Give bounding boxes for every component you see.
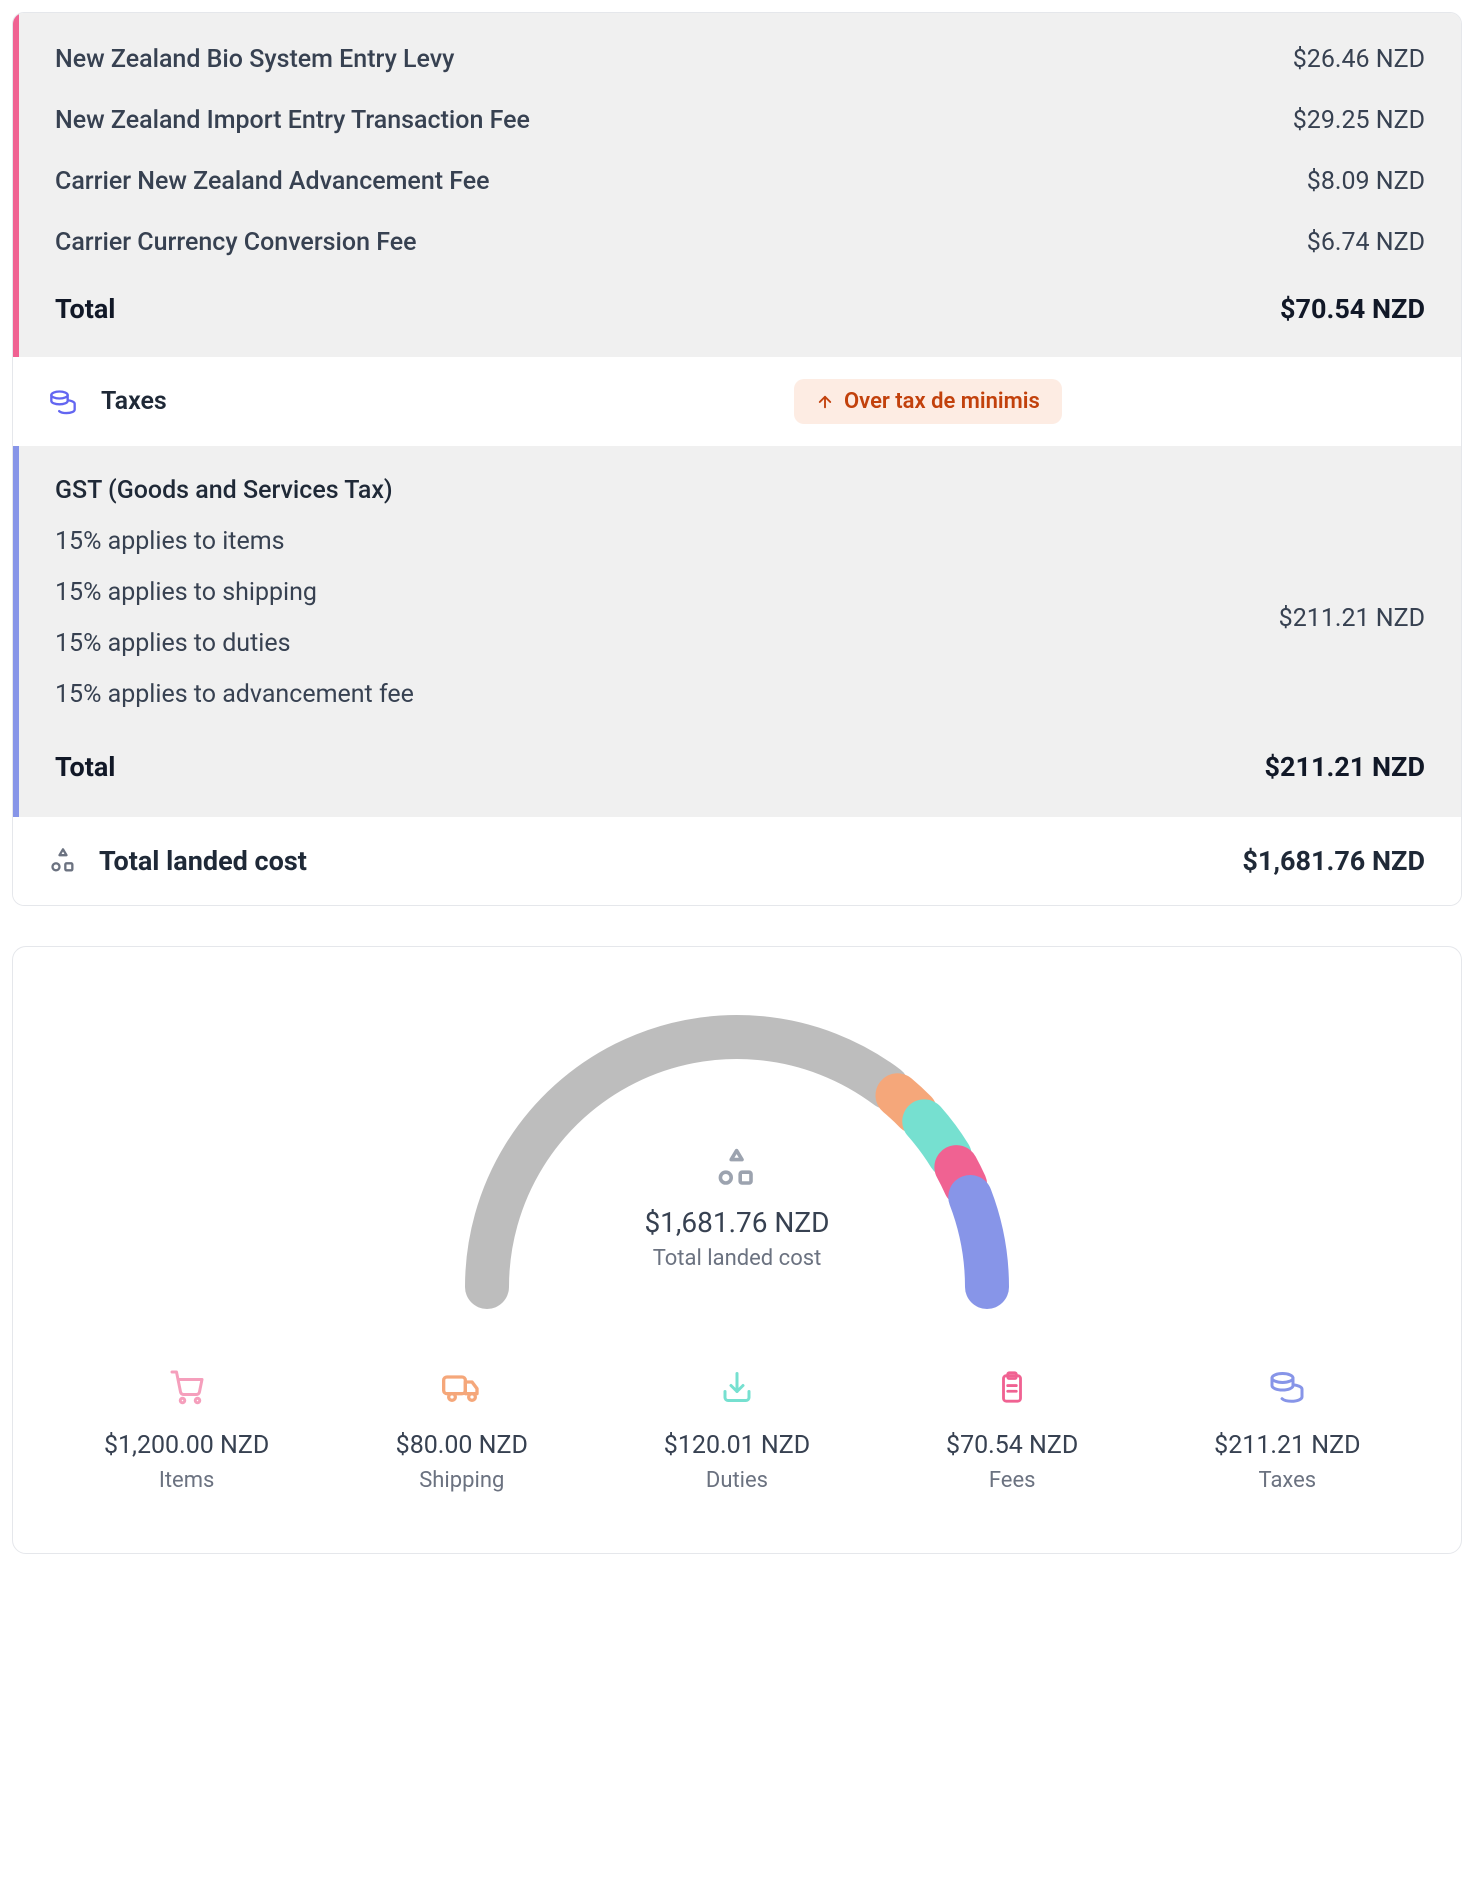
breakdown-item: $80.00 NZD Shipping <box>324 1365 599 1493</box>
tax-name: GST (Goods and Services Tax) <box>55 476 1425 505</box>
tax-deminimis-badge: Over tax de minimis <box>794 379 1062 424</box>
breakdown-amount: $211.21 NZD <box>1214 1431 1360 1460</box>
taxes-total-row: Total $211.21 NZD <box>55 751 1425 783</box>
taxes-total-label: Total <box>55 751 115 783</box>
fee-label: New Zealand Import Entry Transaction Fee <box>55 106 530 135</box>
fee-value: $29.25 NZD <box>1293 106 1425 135</box>
fees-total-label: Total <box>55 293 115 325</box>
fee-row: New Zealand Import Entry Transaction Fee… <box>55 82 1425 143</box>
gauge-segment-taxes <box>970 1197 987 1287</box>
arrow-up-icon <box>816 393 834 411</box>
fees-total-row: Total $70.54 NZD <box>55 265 1425 325</box>
taxes-total-value: $211.21 NZD <box>1265 751 1425 783</box>
cost-detail-card: New Zealand Bio System Entry Levy $26.46 … <box>12 12 1462 906</box>
cart-icon <box>169 1365 205 1409</box>
shapes-icon <box>720 1151 751 1183</box>
coins-icon <box>1269 1365 1305 1409</box>
breakdown-label: Shipping <box>419 1468 504 1493</box>
landed-cost-row: Total landed cost $1,681.76 NZD <box>13 817 1461 905</box>
fee-label: Carrier New Zealand Advancement Fee <box>55 167 490 196</box>
fee-row: Carrier New Zealand Advancement Fee $8.09… <box>55 143 1425 204</box>
fees-total-value: $70.54 NZD <box>1280 293 1425 325</box>
tax-applies-line: 15% applies to advancement fee <box>55 680 414 709</box>
breakdown-label: Items <box>159 1468 215 1493</box>
fee-row: Carrier Currency Conversion Fee $6.74 NZD <box>55 204 1425 265</box>
breakdown-label: Fees <box>989 1468 1036 1493</box>
tax-amount: $211.21 NZD <box>1279 604 1425 633</box>
gauge-label: Total landed cost <box>653 1246 822 1271</box>
tax-applies-line: 15% applies to items <box>55 527 414 556</box>
breakdown-label: Duties <box>706 1468 768 1493</box>
breakdown-row: $1,200.00 NZD Items $80.00 NZD Shipping $120… <box>49 1365 1425 1493</box>
taxes-section: GST (Goods and Services Tax) 15% applies… <box>13 446 1461 817</box>
breakdown-item: $120.01 NZD Duties <box>599 1365 874 1493</box>
landed-cost-value: $1,681.76 NZD <box>1242 845 1425 877</box>
gauge-chart: $1,681.76 NZD Total landed cost <box>49 997 1425 1317</box>
fee-label: New Zealand Bio System Entry Levy <box>55 45 454 74</box>
breakdown-amount: $120.01 NZD <box>664 1431 810 1460</box>
clipboard-icon <box>995 1365 1029 1409</box>
fee-value: $26.46 NZD <box>1293 45 1425 74</box>
fee-label: Carrier Currency Conversion Fee <box>55 228 417 257</box>
landed-cost-label: Total landed cost <box>99 845 307 877</box>
breakdown-item: $211.21 NZD Taxes <box>1150 1365 1425 1493</box>
fee-value: $6.74 NZD <box>1307 228 1425 257</box>
tax-applies-line: 15% applies to shipping <box>55 578 414 607</box>
tax-applies-line: 15% applies to duties <box>55 629 414 658</box>
taxes-title: Taxes <box>101 387 167 416</box>
breakdown-label: Taxes <box>1259 1468 1317 1493</box>
truck-icon <box>442 1365 482 1409</box>
fees-section: New Zealand Bio System Entry Levy $26.46 … <box>13 13 1461 357</box>
fee-value: $8.09 NZD <box>1307 167 1425 196</box>
gauge-center: $1,681.76 NZD Total landed cost <box>644 1151 829 1271</box>
download-icon <box>719 1365 755 1409</box>
breakdown-item: $1,200.00 NZD Items <box>49 1365 324 1493</box>
fee-row: New Zealand Bio System Entry Levy $26.46 … <box>55 21 1425 82</box>
breakdown-amount: $80.00 NZD <box>396 1431 528 1460</box>
breakdown-amount: $1,200.00 NZD <box>104 1431 269 1460</box>
badge-text: Over tax de minimis <box>844 389 1040 414</box>
summary-card: $1,681.76 NZD Total landed cost $1,200.00… <box>12 946 1462 1554</box>
breakdown-item: $70.54 NZD Fees <box>875 1365 1150 1493</box>
shapes-icon <box>49 847 77 875</box>
taxes-header: Taxes Over tax de minimis <box>13 357 1461 446</box>
breakdown-amount: $70.54 NZD <box>946 1431 1078 1460</box>
coins-icon <box>49 388 77 416</box>
gauge-amount: $1,681.76 NZD <box>644 1206 829 1239</box>
tax-applies-list: 15% applies to items 15% applies to shipp… <box>55 527 414 709</box>
